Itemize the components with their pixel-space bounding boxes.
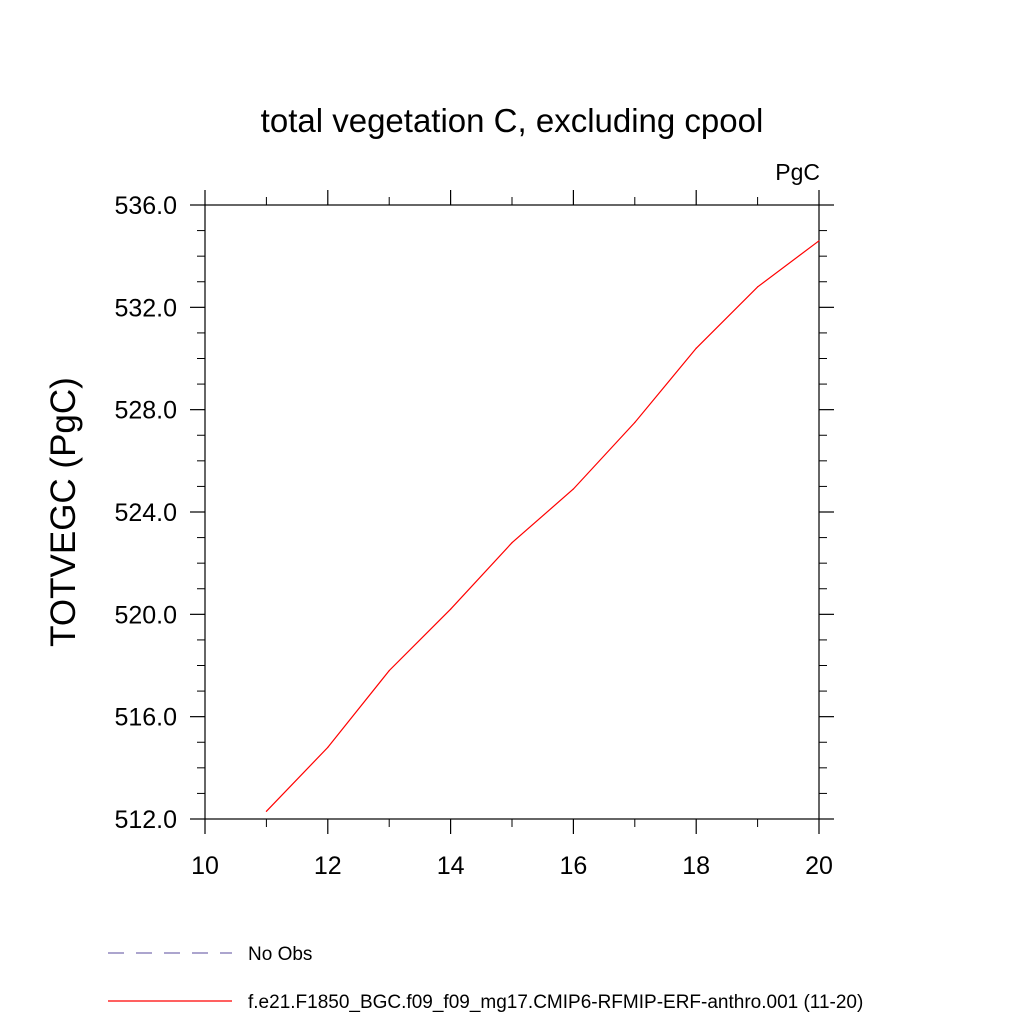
y-tick-label: 516.0 [114, 704, 177, 732]
y-tick-label: 528.0 [114, 397, 177, 425]
axis-tick-labels: 10 12 14 16 18 20 512.0 516.0 520.0 524.0 528.0 532… [114, 192, 832, 880]
x-tick-label: 12 [314, 852, 342, 880]
plot-frame [204, 204, 820, 820]
series-line [265, 240, 820, 812]
legend-label-series: f.e21.F1850_BGC.f09_f09_mg17.CMIP6-RFMIP… [248, 992, 863, 1013]
legend-label-no-obs: No Obs [248, 944, 312, 965]
y-tick-label: 512.0 [114, 806, 177, 834]
series-point [388, 670, 390, 672]
x-tick-label: 16 [559, 852, 587, 880]
series-lines [265, 240, 820, 812]
series-point [634, 421, 636, 424]
legend: No Obs f.e21.F1850_BGC.f09_f09_mg17.CMIP… [108, 944, 863, 1013]
series-point [695, 347, 697, 349]
y-tick-label: 536.0 [114, 192, 177, 220]
x-tick-label: 18 [682, 852, 710, 880]
x-tick-label: 14 [437, 852, 465, 880]
series-point [818, 240, 820, 242]
units-label: PgC [775, 159, 820, 185]
y-axis-label: TOTVEGC (PgC) [44, 377, 83, 647]
y-tick-label: 520.0 [114, 601, 177, 629]
y-tick-label: 532.0 [114, 294, 177, 322]
series-point [327, 746, 329, 748]
y-tick-label: 524.0 [114, 499, 177, 527]
series-point [511, 542, 513, 544]
axis-ticks [190, 190, 834, 834]
x-tick-label: 10 [191, 852, 219, 880]
series-point [450, 608, 452, 610]
x-tick-label: 20 [805, 852, 833, 880]
chart-title: total vegetation C, excluding cpool [261, 102, 764, 139]
series-point [757, 286, 759, 288]
series-point [265, 810, 267, 812]
series-point [572, 488, 575, 490]
